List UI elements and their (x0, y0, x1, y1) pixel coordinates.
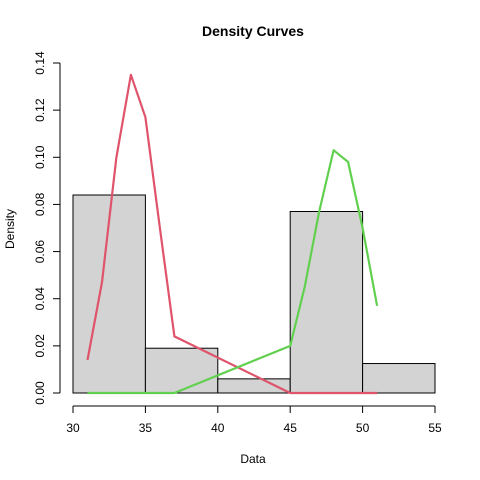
y-tick-label: 0.08 (33, 192, 47, 216)
x-tick-label: 50 (356, 421, 370, 435)
histogram-bar-3 (289, 211, 364, 394)
x-axis-label: Data (240, 452, 266, 466)
y-tick-label: 0.10 (33, 145, 47, 169)
y-tick-label: 0.14 (33, 51, 47, 75)
histogram-bar-4 (362, 363, 436, 394)
y-tick-label: 0.12 (33, 98, 47, 122)
chart-title: Density Curves (202, 23, 304, 39)
y-tick-label: 0.04 (33, 287, 47, 311)
x-axis: 30 35 40 45 50 55 (66, 405, 442, 435)
x-tick-label: 30 (66, 421, 80, 435)
y-axis-label: Density (3, 209, 17, 249)
x-tick-label: 45 (284, 421, 298, 435)
y-tick-label: 0.06 (33, 240, 47, 264)
density-lines (86, 73, 379, 395)
density-line-0 (86, 73, 378, 395)
y-axis: 0.00 0.02 0.04 0.06 0.08 0.10 0.12 0.14 (33, 51, 61, 405)
histogram-bars (72, 194, 436, 394)
x-tick-label: 55 (428, 421, 442, 435)
histogram-bar-2 (217, 378, 291, 394)
x-tick-label: 35 (139, 421, 153, 435)
y-tick-label: 0.02 (33, 334, 47, 358)
x-tick-label: 40 (211, 421, 225, 435)
density-line-1 (87, 149, 379, 395)
y-tick-label: 0.00 (33, 381, 47, 405)
histogram-bar-1 (144, 347, 219, 394)
